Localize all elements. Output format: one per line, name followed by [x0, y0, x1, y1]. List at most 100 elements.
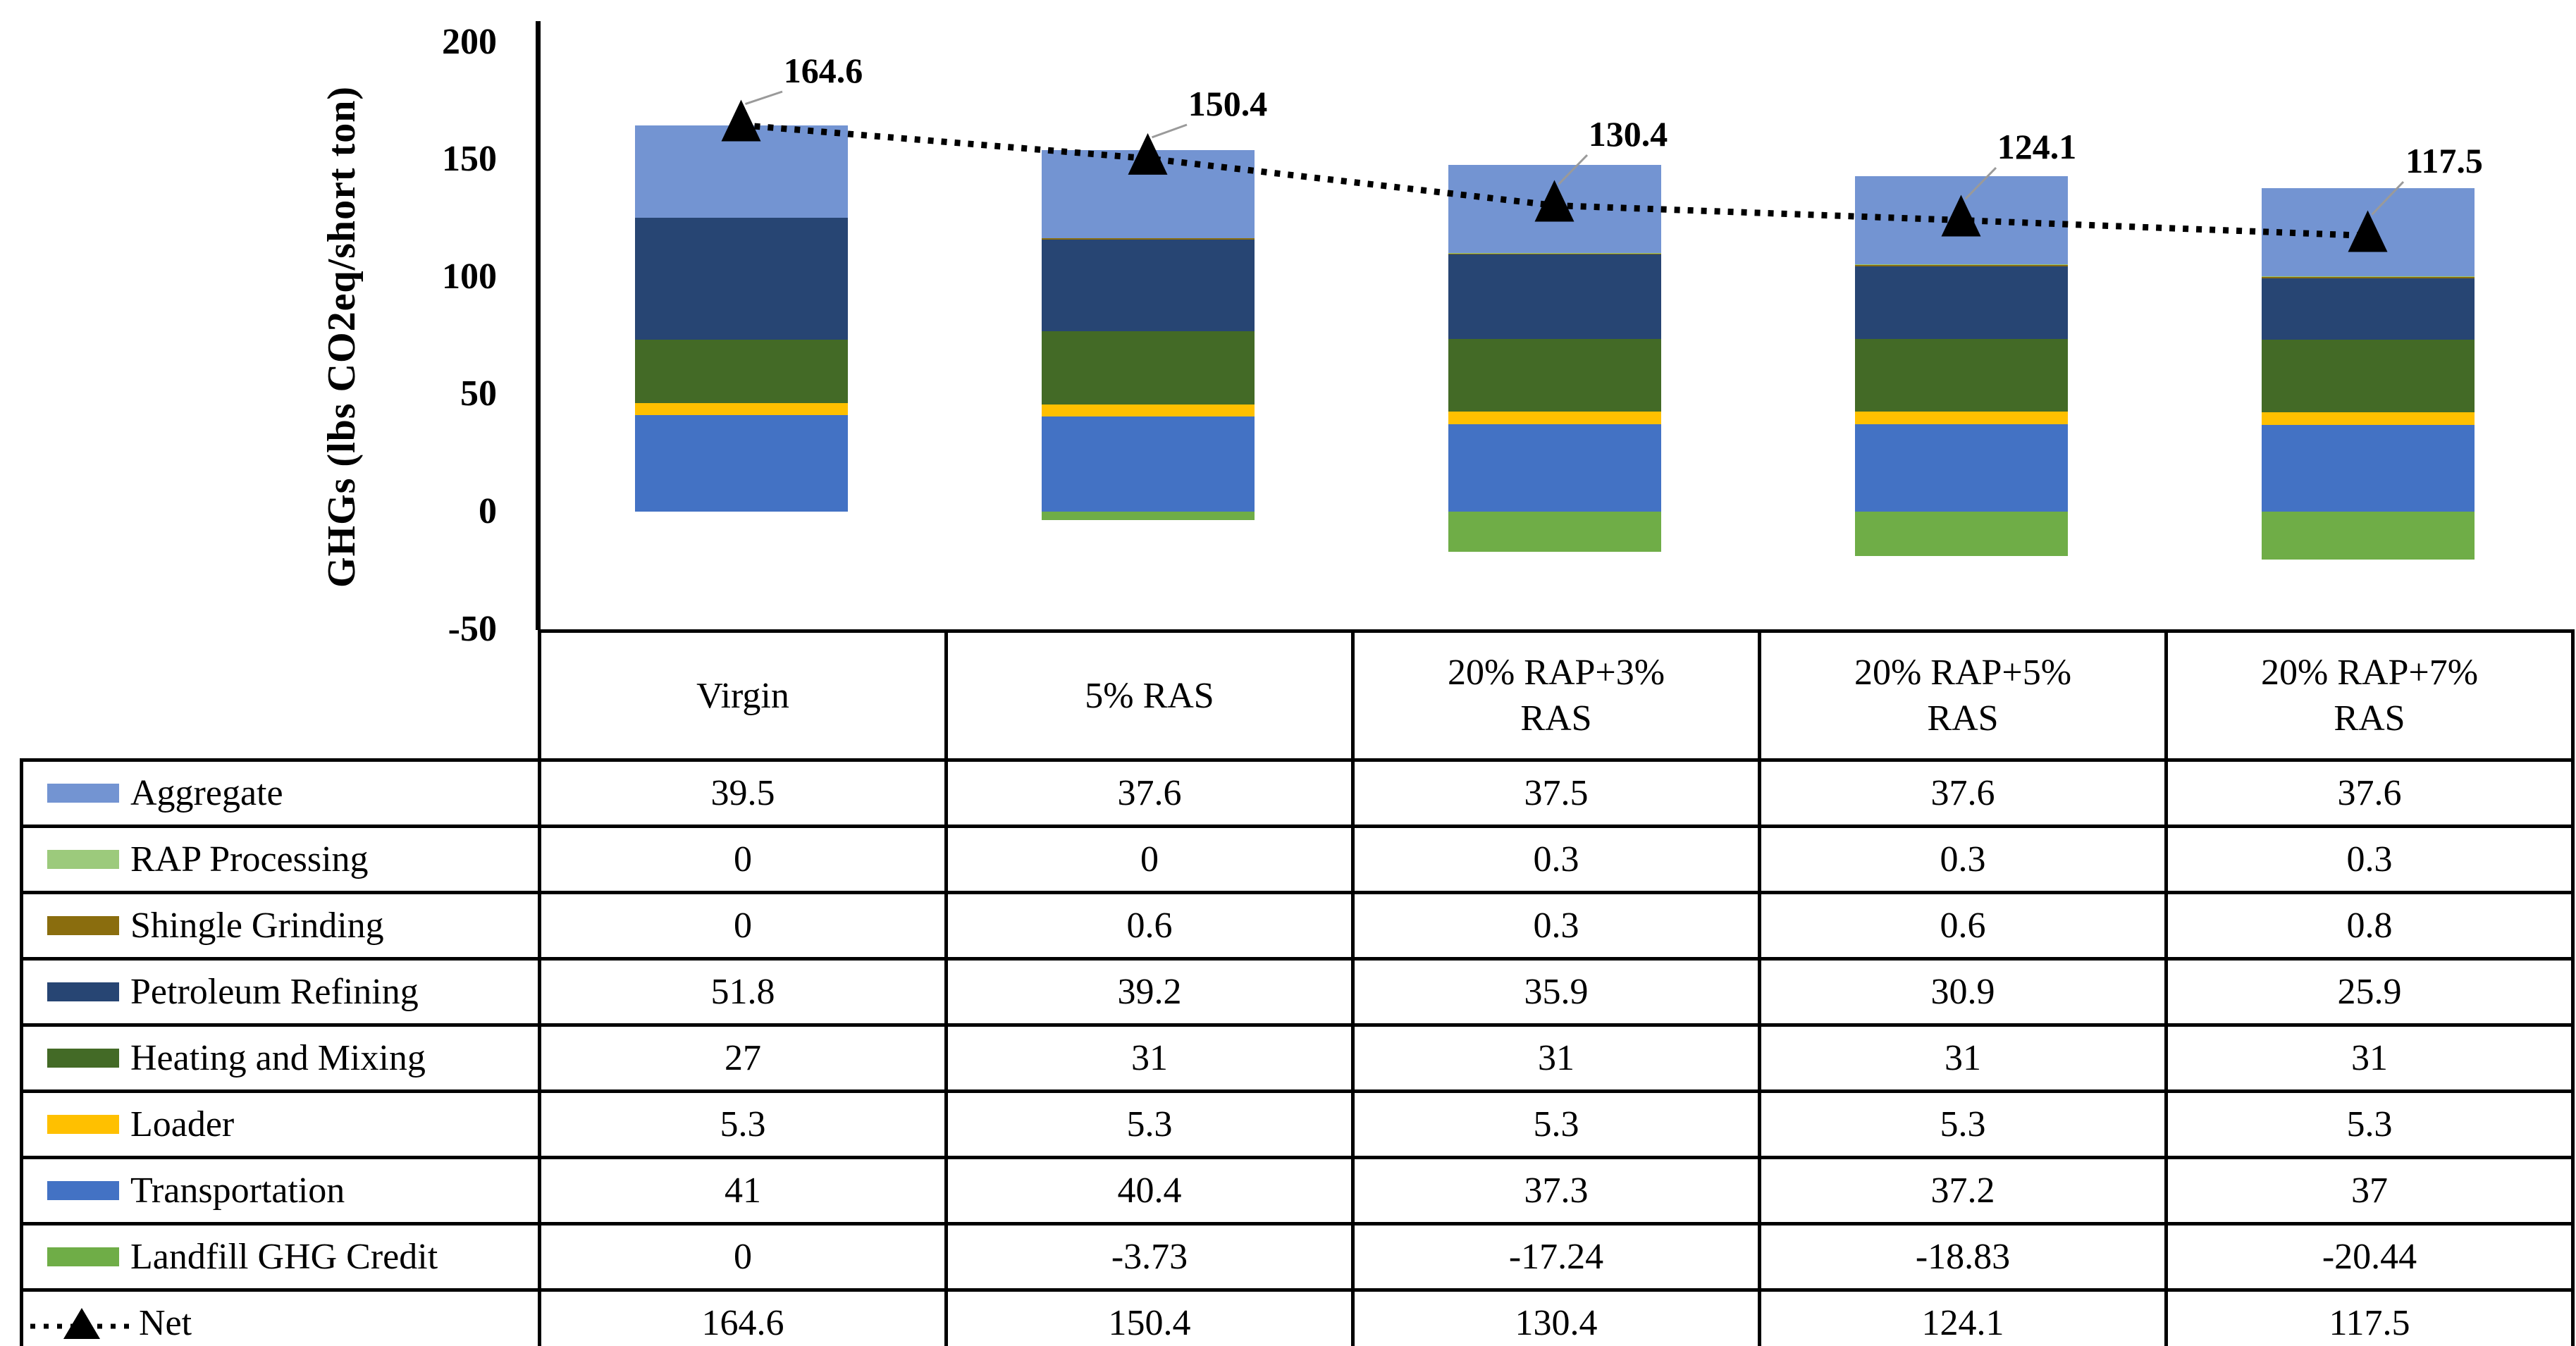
net-triangle-marker	[2348, 210, 2388, 252]
table-cell-shingle-grinding: 0.6	[944, 891, 1355, 961]
legend-swatch-loader	[47, 1115, 119, 1134]
table-row-aggregate: Aggregate 39.5 37.6 37.5 37.6 37.6	[20, 758, 2575, 828]
bar-segment-petroleum-refining	[1041, 239, 1255, 332]
bar-segment-landfill-ghg-credit	[1448, 512, 1661, 552]
table-cell-heating-and-mixing: 31	[1758, 1023, 2168, 1093]
bar-segment-loader	[1041, 404, 1255, 417]
net-label-leader-line	[745, 90, 783, 105]
legend-swatch-aggregate	[47, 784, 119, 803]
bar-segment-heating-and-mixing	[634, 339, 848, 403]
column-header: 5% RAS	[944, 629, 1355, 762]
table-cell-landfill-ghg-credit: -3.73	[944, 1222, 1355, 1292]
bar-segment-transportation	[2261, 424, 2475, 512]
table-cell-net: 124.1	[1758, 1288, 2168, 1346]
table-cell-net: 150.4	[944, 1288, 1355, 1346]
bar-segment-petroleum-refining	[1854, 266, 2068, 340]
legend-swatch-rap-processing	[47, 850, 119, 869]
table-cell-net: 117.5	[2164, 1288, 2575, 1346]
legend-label: Loader	[130, 1104, 235, 1144]
bar-segment-landfill-ghg-credit	[2261, 512, 2475, 560]
bar-segment-loader	[634, 402, 848, 416]
table-cell-shingle-grinding: 0.8	[2164, 891, 2575, 961]
legend-cell-transportation: Transportation	[20, 1156, 541, 1225]
bar-segment-petroleum-refining	[1448, 254, 1661, 339]
table-row-shingle-grinding: Shingle Grinding 0 0.6 0.3 0.6 0.8	[20, 891, 2575, 961]
legend-cell-net: Net	[20, 1288, 541, 1346]
net-triangle-marker	[721, 99, 761, 142]
table-cell-landfill-ghg-credit: -17.24	[1351, 1222, 1761, 1292]
table-cell-loader: 5.3	[1758, 1089, 2168, 1159]
legend-cell-shingle-grinding: Shingle Grinding	[20, 891, 541, 961]
net-data-label: 130.4	[1588, 114, 1668, 154]
table-cell-aggregate: 37.5	[1351, 758, 1761, 828]
table-cell-petroleum-refining: 51.8	[538, 957, 948, 1027]
table-cell-rap-processing: 0	[538, 825, 948, 894]
table-cell-petroleum-refining: 30.9	[1758, 957, 2168, 1027]
legend-label: Heating and Mixing	[130, 1038, 426, 1078]
table-cell-aggregate: 37.6	[2164, 758, 2575, 828]
table-cell-transportation: 40.4	[944, 1156, 1355, 1225]
table-cell-heating-and-mixing: 31	[1351, 1023, 1761, 1093]
legend-cell-rap-processing: RAP Processing	[20, 825, 541, 894]
table-header-blank-cell	[22, 631, 540, 760]
table-header-row: Virgin 5% RAS 20% RAP+3% RAS 20% RAP+5% RAS…	[22, 629, 2575, 762]
y-tick-label: 200	[442, 21, 497, 62]
bar-segment-transportation	[1041, 416, 1255, 512]
table-cell-net: 130.4	[1351, 1288, 1761, 1346]
table-cell-heating-and-mixing: 27	[538, 1023, 948, 1093]
table-row-net: Net 164.6 150.4 130.4 124.1 117.5	[20, 1288, 2575, 1346]
table-cell-landfill-ghg-credit: -20.44	[2164, 1222, 2575, 1292]
net-label-leader-line	[1151, 123, 1188, 139]
legend-swatch-petroleum-refining	[47, 982, 119, 1001]
table-cell-shingle-grinding: 0	[538, 891, 948, 961]
bar-segment-transportation	[1854, 424, 2068, 512]
column-header: 20% RAP+3% RAS	[1351, 629, 1761, 762]
bar-segment-heating-and-mixing	[2261, 339, 2475, 413]
table-cell-petroleum-refining: 35.9	[1351, 957, 1761, 1027]
bar-segment-loader	[1448, 412, 1661, 424]
table-cell-loader: 5.3	[1351, 1089, 1761, 1159]
bar-segment-heating-and-mixing	[1448, 338, 1661, 412]
table-cell-shingle-grinding: 0.6	[1758, 891, 2168, 961]
table-cell-rap-processing: 0.3	[1758, 825, 2168, 894]
table-cell-aggregate: 39.5	[538, 758, 948, 828]
column-header: 20% RAP+7% RAS	[2164, 629, 2575, 762]
legend-cell-landfill-ghg-credit: Landfill GHG Credit	[20, 1222, 541, 1292]
table-cell-transportation: 37.2	[1758, 1156, 2168, 1225]
net-data-label: 117.5	[2405, 141, 2483, 180]
y-tick-label: 100	[442, 256, 497, 297]
table-cell-landfill-ghg-credit: 0	[538, 1222, 948, 1292]
legend-cell-petroleum-refining: Petroleum Refining	[20, 957, 541, 1027]
bar-segment-rap-processing	[1854, 264, 2068, 266]
table-cell-transportation: 41	[538, 1156, 948, 1225]
table-cell-loader: 5.3	[538, 1089, 948, 1159]
table-cell-transportation: 37.3	[1351, 1156, 1761, 1225]
table-cell-petroleum-refining: 25.9	[2164, 957, 2575, 1027]
bar-segment-heating-and-mixing	[1854, 339, 2068, 412]
bar-segment-transportation	[1448, 424, 1661, 512]
bar-segment-petroleum-refining	[2261, 278, 2475, 340]
bar-segment-loader	[2261, 412, 2475, 425]
legend-label: Net	[139, 1303, 192, 1343]
bar-segment-shingle-grinding	[1854, 265, 2068, 267]
bar-segment-landfill-ghg-credit	[1041, 512, 1255, 521]
legend-label: RAP Processing	[130, 839, 369, 879]
y-tick-label: 150	[442, 139, 497, 180]
legend-label: Shingle Grinding	[130, 906, 384, 946]
bar-segment-landfill-ghg-credit	[1854, 512, 2068, 556]
net-label-leader-line	[2371, 180, 2405, 216]
legend-label: Landfill GHG Credit	[130, 1237, 438, 1277]
legend-cell-loader: Loader	[20, 1089, 541, 1159]
table-cell-rap-processing: 0	[944, 825, 1355, 894]
table-cell-aggregate: 37.6	[944, 758, 1355, 828]
legend-label: Transportation	[130, 1171, 345, 1211]
table-row-heating-and-mixing: Heating and Mixing 27 31 31 31 31	[20, 1023, 2575, 1093]
table-cell-heating-and-mixing: 31	[2164, 1023, 2575, 1093]
bar-segment-transportation	[634, 415, 848, 512]
legend-label: Petroleum Refining	[130, 972, 419, 1012]
table-cell-transportation: 37	[2164, 1156, 2575, 1225]
table-row-landfill-ghg-credit: Landfill GHG Credit 0 -3.73 -17.24 -18.83 -20…	[20, 1222, 2575, 1292]
table-cell-landfill-ghg-credit: -18.83	[1758, 1222, 2168, 1292]
